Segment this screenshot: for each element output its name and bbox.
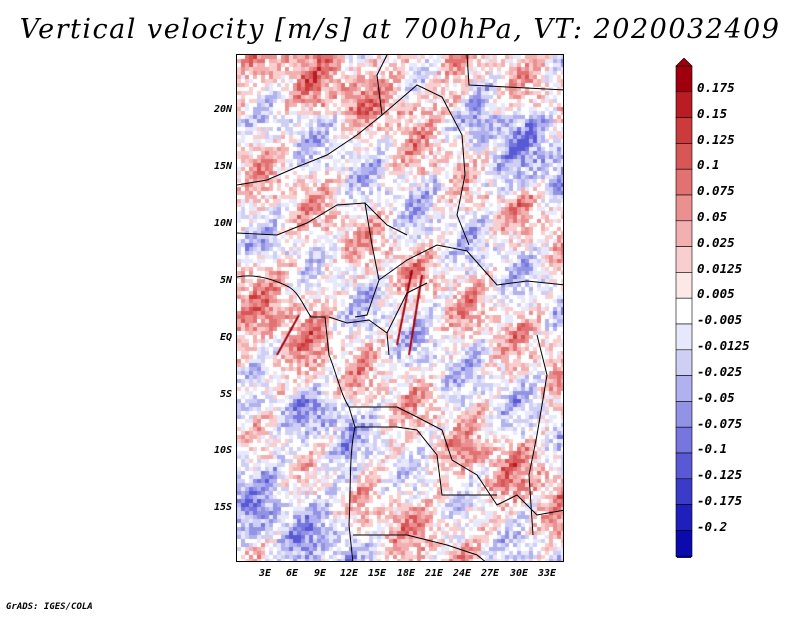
colorbar-label: -0.125: [697, 467, 743, 482]
lon-label: 9E: [313, 568, 327, 579]
colorbar-label: 0.1: [697, 157, 720, 172]
lat-label: 10N: [213, 218, 232, 229]
lat-label: 15N: [213, 161, 232, 172]
colorbar-segment: [675, 530, 693, 557]
border-line: [466, 55, 563, 91]
colorbar-segment: [675, 297, 693, 325]
lat-label: EQ: [219, 332, 232, 343]
colorbar-segment: [675, 323, 693, 351]
lon-label: 6E: [285, 568, 299, 579]
border-line: [353, 534, 486, 561]
colorbar-label: -0.2: [697, 519, 728, 534]
border-line: [386, 282, 428, 334]
colorbar-segment: [675, 272, 693, 299]
colorbar-segment: [675, 426, 693, 454]
colorbar-min-arrow: [675, 555, 693, 558]
footer-credit: GrADS: IGES/COLA: [6, 602, 93, 612]
colorbar-label: 0.0125: [697, 261, 743, 276]
border-line: [349, 406, 563, 516]
lon-label: 15E: [367, 568, 387, 579]
velocity-map: [236, 54, 564, 562]
colorbar-label: 0.175: [697, 80, 735, 95]
colorbar-label: 0.005: [697, 286, 735, 301]
lon-label: 21E: [424, 568, 444, 579]
colorbar-segment: [675, 220, 693, 247]
colorbar-segment: [675, 478, 693, 505]
lon-label: 24E: [452, 568, 472, 579]
colorbar-label: 0.05: [697, 209, 728, 224]
lat-label: 15S: [213, 502, 232, 513]
colorbar-label: 0.025: [697, 235, 735, 250]
country-borders: [237, 55, 563, 561]
lon-label: 12E: [339, 568, 359, 579]
border-line: [378, 244, 563, 286]
colorbar-segment: [675, 246, 693, 273]
colorbar-segment: [675, 143, 693, 170]
colorbar-segment: [675, 375, 693, 402]
chart-title: Vertical velocity [m/s] at 700hPa, VT: 2…: [19, 14, 781, 45]
lon-label: 33E: [537, 568, 557, 579]
colorbar-label: 0.125: [697, 132, 735, 147]
border-line: [381, 84, 470, 246]
colorbar-segment: [675, 452, 693, 480]
colorbar-segment: [675, 168, 693, 196]
colorbar-label: -0.0125: [697, 338, 750, 353]
colorbar-segment: [675, 194, 693, 222]
lon-label: 27E: [480, 568, 500, 579]
colorbar-segment: [675, 401, 693, 428]
lon-label: 3E: [258, 568, 272, 579]
border-line: [355, 426, 497, 496]
colorbar-segment: [675, 91, 693, 118]
coastline: [237, 275, 356, 561]
colorbar-max-arrow: [675, 58, 693, 67]
lat-label: 5N: [219, 275, 232, 286]
border-line: [328, 316, 390, 356]
colorbar-label: 0.15: [697, 106, 728, 121]
lon-label: 30E: [509, 568, 529, 579]
colorbar-label: -0.025: [697, 364, 743, 379]
colorbar-segment: [675, 65, 693, 93]
colorbar-label: -0.175: [697, 493, 743, 508]
colorbar-segment: [675, 117, 693, 144]
border-line: [237, 202, 408, 236]
colorbar-segment: [675, 349, 693, 376]
border-line: [237, 55, 388, 186]
colorbar-label: -0.1: [697, 441, 728, 456]
lat-label: 20N: [213, 104, 232, 115]
colorbar-segment: [675, 504, 693, 531]
colorbar-label: -0.005: [697, 312, 743, 327]
lat-label: 5S: [219, 389, 232, 400]
border-line: [354, 202, 380, 318]
lon-label: 18E: [396, 568, 416, 579]
colorbar-label: -0.075: [697, 416, 743, 431]
colorbar-label: 0.075: [697, 183, 735, 198]
border-line: [528, 334, 548, 536]
colorbar: [675, 58, 693, 558]
colorbar-label: -0.05: [697, 390, 735, 405]
lat-label: 10S: [213, 445, 232, 456]
